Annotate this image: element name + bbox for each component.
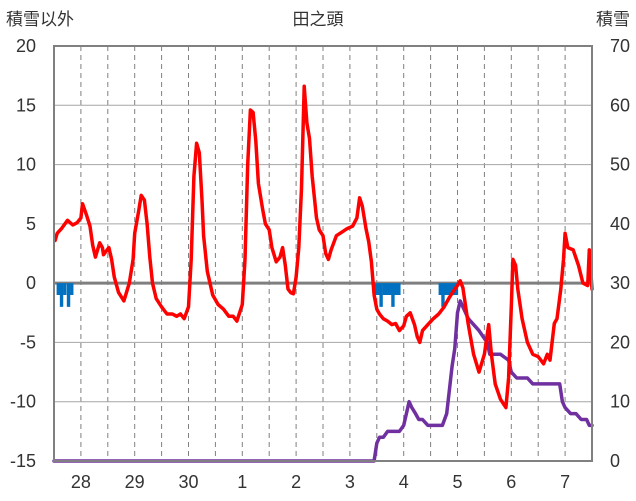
y-left-tick-label: 15 bbox=[16, 95, 36, 115]
x-tick-label: 29 bbox=[125, 472, 145, 492]
precip-bar bbox=[391, 283, 395, 307]
y-left-tick-label: 0 bbox=[26, 273, 36, 293]
x-tick-label: 5 bbox=[452, 472, 462, 492]
y-right-tick-label: 10 bbox=[610, 392, 630, 412]
x-tick-label: 6 bbox=[506, 472, 516, 492]
x-tick-label: 2 bbox=[291, 472, 301, 492]
x-tick-label: 30 bbox=[178, 472, 198, 492]
precip-bar bbox=[385, 283, 390, 295]
temperature-line bbox=[53, 84, 594, 410]
precip-bar bbox=[441, 283, 445, 307]
x-tick-labels: 28 29 30 1 2 3 4 5 6 7 bbox=[71, 472, 570, 492]
precip-bar bbox=[70, 283, 74, 295]
series-layer bbox=[52, 84, 594, 463]
y-left-tick-label: -15 bbox=[10, 451, 36, 471]
y-right-tick-label: 50 bbox=[610, 155, 630, 175]
precip-bar bbox=[394, 283, 398, 295]
precip-bar bbox=[66, 283, 71, 307]
x-tick-label: 7 bbox=[560, 472, 570, 492]
precip-bar bbox=[59, 283, 64, 307]
y-right-tick-label: 30 bbox=[610, 273, 630, 293]
precip-bar bbox=[438, 283, 442, 295]
y-left-tick-label: -10 bbox=[10, 392, 36, 412]
y-right-tick-label: 70 bbox=[610, 36, 630, 56]
x-tick-label: 1 bbox=[237, 472, 247, 492]
plot-frame bbox=[53, 45, 593, 462]
y-right-tick-label: 40 bbox=[610, 214, 630, 234]
precip-bar bbox=[446, 283, 451, 295]
precip-bar bbox=[374, 283, 378, 295]
precip-bar bbox=[397, 283, 401, 295]
precip-bar bbox=[382, 283, 387, 295]
x-tick-label: 28 bbox=[71, 472, 91, 492]
x-tick-label: 4 bbox=[399, 472, 409, 492]
precip-bar bbox=[443, 283, 448, 295]
precip-bar bbox=[379, 283, 383, 307]
left-axis-label: 積雪以外 bbox=[6, 10, 74, 30]
precip-bar bbox=[376, 283, 381, 295]
precip-bar bbox=[449, 283, 453, 295]
y-right-tick-label: 60 bbox=[610, 95, 630, 115]
right-axis-label: 積雪 bbox=[596, 10, 630, 30]
y-left-tick-label: 20 bbox=[16, 36, 36, 56]
chart-title: 田之頭 bbox=[293, 10, 344, 30]
y-right-tick-label: 20 bbox=[610, 332, 630, 352]
y-left-tick-label: 10 bbox=[16, 155, 36, 175]
precip-bar bbox=[63, 283, 67, 295]
precip-bar bbox=[56, 283, 61, 295]
precip-bar bbox=[388, 283, 392, 295]
y-left-tick-label: -5 bbox=[20, 332, 36, 352]
y-left-tick-label: 5 bbox=[26, 214, 36, 234]
y-right-tick-label: 0 bbox=[610, 451, 620, 471]
x-tick-label: 3 bbox=[345, 472, 355, 492]
